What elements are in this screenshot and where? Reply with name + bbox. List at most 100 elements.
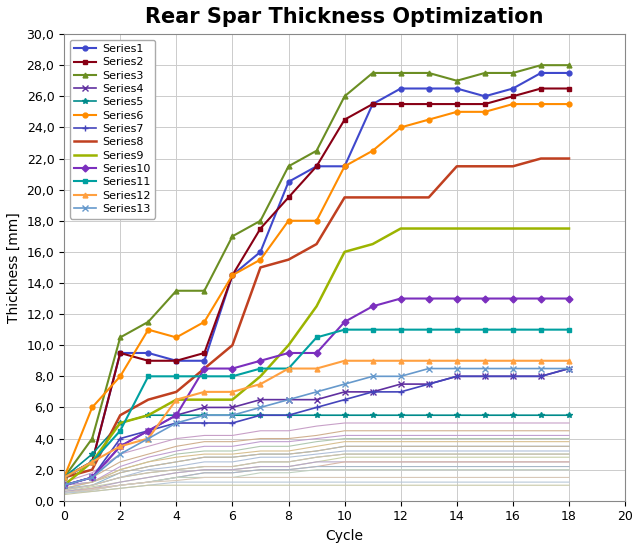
Series13 bbox=[145, 435, 152, 442]
Series1 bbox=[425, 85, 433, 92]
Series6 bbox=[257, 256, 264, 263]
Series10 bbox=[313, 350, 321, 356]
Series12 bbox=[285, 365, 292, 372]
Line: Series13: Series13 bbox=[61, 366, 572, 488]
Series8 bbox=[537, 155, 545, 162]
Line: Series7: Series7 bbox=[61, 365, 573, 489]
Series2 bbox=[537, 85, 545, 92]
Series9 bbox=[369, 241, 376, 248]
Series12 bbox=[425, 358, 433, 364]
Series11 bbox=[453, 326, 461, 333]
Series1 bbox=[369, 101, 376, 107]
Series9 bbox=[172, 397, 180, 403]
Series7 bbox=[369, 389, 376, 395]
Line: Series1: Series1 bbox=[61, 70, 572, 480]
Series11 bbox=[565, 326, 573, 333]
Series1 bbox=[172, 358, 180, 364]
Series6 bbox=[228, 272, 236, 278]
Series3 bbox=[172, 288, 180, 294]
Series11 bbox=[257, 365, 264, 372]
Series4 bbox=[257, 397, 264, 403]
Series2 bbox=[481, 101, 489, 107]
Series1 bbox=[313, 163, 321, 169]
Series5 bbox=[145, 412, 152, 419]
Line: Series2: Series2 bbox=[61, 86, 572, 480]
Series6 bbox=[537, 101, 545, 107]
Series4 bbox=[509, 373, 516, 380]
Series5 bbox=[369, 412, 376, 419]
Line: Series4: Series4 bbox=[61, 366, 572, 488]
Series7 bbox=[565, 365, 573, 372]
Series2 bbox=[228, 272, 236, 278]
Series13 bbox=[257, 404, 264, 411]
Series8 bbox=[116, 412, 124, 419]
Series1 bbox=[60, 474, 68, 481]
Series7 bbox=[509, 373, 516, 380]
Series1 bbox=[116, 350, 124, 356]
Series3 bbox=[145, 318, 152, 325]
Series3 bbox=[285, 163, 292, 169]
Series12 bbox=[172, 397, 180, 403]
Series13 bbox=[537, 365, 545, 372]
Series4 bbox=[285, 397, 292, 403]
Series7 bbox=[257, 412, 264, 419]
Line: Series12: Series12 bbox=[61, 359, 572, 480]
Series9 bbox=[200, 397, 208, 403]
Series10 bbox=[172, 412, 180, 419]
Series11 bbox=[145, 373, 152, 380]
Series2 bbox=[257, 225, 264, 232]
Series13 bbox=[453, 365, 461, 372]
Series8 bbox=[172, 389, 180, 395]
Series11 bbox=[285, 365, 292, 372]
Series11 bbox=[481, 326, 489, 333]
Series11 bbox=[369, 326, 376, 333]
Series8 bbox=[145, 397, 152, 403]
Series6 bbox=[172, 334, 180, 341]
Series1 bbox=[565, 70, 573, 76]
Series9 bbox=[313, 303, 321, 310]
Series3 bbox=[565, 62, 573, 68]
Series13 bbox=[397, 373, 404, 380]
Y-axis label: Thickness [mm]: Thickness [mm] bbox=[7, 212, 21, 323]
Series4 bbox=[172, 412, 180, 419]
Series7 bbox=[285, 412, 292, 419]
Line: Series6: Series6 bbox=[61, 102, 572, 480]
Series11 bbox=[397, 326, 404, 333]
Series12 bbox=[60, 474, 68, 481]
Series11 bbox=[509, 326, 516, 333]
Series5 bbox=[116, 420, 124, 426]
Series7 bbox=[88, 474, 96, 481]
Series12 bbox=[537, 358, 545, 364]
Series11 bbox=[340, 326, 348, 333]
Series12 bbox=[200, 389, 208, 395]
Series8 bbox=[425, 194, 433, 201]
Series12 bbox=[340, 358, 348, 364]
Series10 bbox=[257, 358, 264, 364]
Series10 bbox=[88, 474, 96, 481]
Series5 bbox=[200, 412, 208, 419]
Series10 bbox=[509, 295, 516, 302]
Series5 bbox=[565, 412, 573, 419]
Series12 bbox=[565, 358, 573, 364]
Series3 bbox=[481, 70, 489, 76]
Series10 bbox=[537, 295, 545, 302]
Series12 bbox=[509, 358, 516, 364]
Series6 bbox=[397, 124, 404, 131]
Series3 bbox=[257, 217, 264, 224]
Series3 bbox=[60, 474, 68, 481]
Series3 bbox=[537, 62, 545, 68]
Line: Series8: Series8 bbox=[64, 158, 569, 477]
Series2 bbox=[172, 358, 180, 364]
Series5 bbox=[425, 412, 433, 419]
Series8 bbox=[285, 256, 292, 263]
Series2 bbox=[145, 358, 152, 364]
Title: Rear Spar Thickness Optimization: Rear Spar Thickness Optimization bbox=[145, 7, 544, 27]
Series1 bbox=[257, 249, 264, 255]
Series6 bbox=[145, 326, 152, 333]
Series3 bbox=[313, 147, 321, 154]
Series4 bbox=[228, 404, 236, 411]
Series1 bbox=[481, 93, 489, 100]
Series8 bbox=[509, 163, 516, 169]
Series13 bbox=[565, 365, 573, 372]
Series6 bbox=[565, 101, 573, 107]
